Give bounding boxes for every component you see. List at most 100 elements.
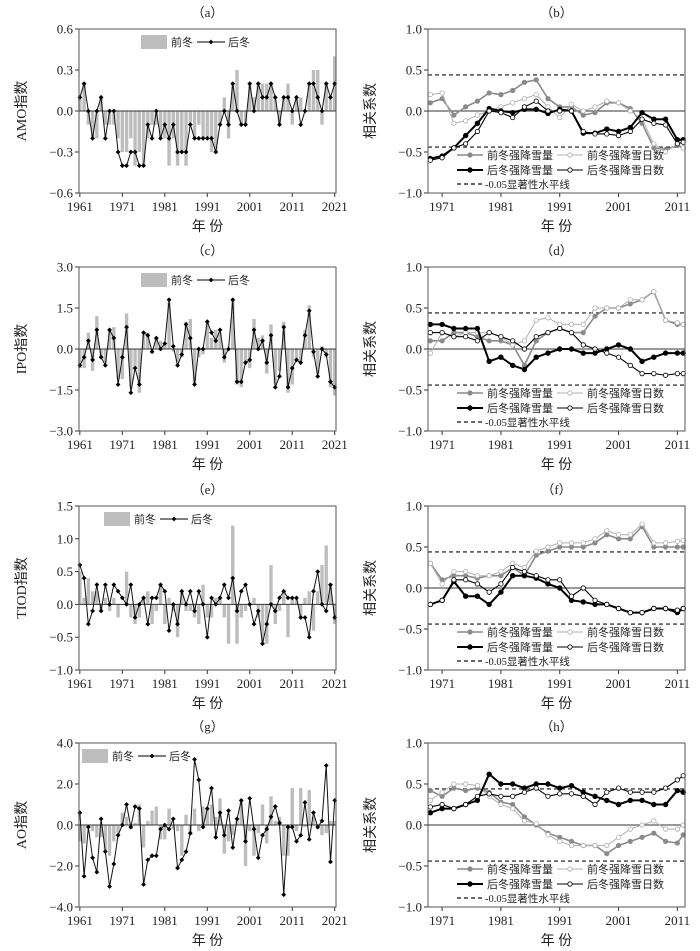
point-后冬 (302, 332, 308, 338)
bar-前冬 (175, 349, 180, 363)
bar-前冬 (235, 349, 239, 385)
point-后冬强降雪量 (580, 350, 586, 356)
panel-title: （c） (192, 243, 224, 258)
legend-label: 前冬 (171, 35, 193, 49)
point-后冬 (243, 122, 248, 128)
bar-前冬 (269, 796, 273, 825)
point-后冬 (230, 297, 236, 303)
point-后冬强降雪日数 (545, 577, 551, 583)
x-tick-label: 1981 (152, 437, 178, 452)
legend-label: 后冬强降雪日数 (587, 401, 664, 415)
y-tick-label: −0.5 (398, 622, 422, 637)
point-后冬 (162, 822, 168, 828)
point-后冬 (306, 634, 312, 640)
bar-前冬 (316, 591, 320, 605)
point-后冬 (90, 135, 95, 141)
point-后冬 (175, 865, 180, 871)
legend-label: 后冬 (228, 35, 250, 49)
legend-swatch-bar (141, 273, 167, 287)
bar-前冬 (205, 808, 209, 825)
bar-前冬 (120, 111, 125, 152)
y-axis-label: 相关系数 (363, 797, 379, 853)
point-后冬 (183, 149, 189, 155)
x-tick-label: 1971 (429, 676, 455, 691)
x-tick-label: 2011 (665, 913, 691, 928)
point-前冬强降雪量 (627, 838, 633, 845)
point-后冬 (124, 324, 129, 330)
bar-前冬 (163, 825, 167, 840)
bar-前冬 (201, 584, 205, 605)
point-后冬 (115, 382, 121, 387)
point-后冬强降雪日数 (592, 597, 598, 603)
x-tick-label: 1991 (194, 437, 220, 452)
bar-前冬 (243, 111, 248, 125)
bar-前冬 (78, 825, 82, 842)
point-后冬 (141, 163, 146, 169)
bar-前冬 (239, 800, 243, 825)
bar-前冬 (333, 349, 337, 396)
bar-前冬 (197, 825, 201, 832)
point-后冬强降雪日数 (463, 334, 469, 340)
point-后冬 (311, 81, 316, 87)
point-后冬强降雪量 (427, 810, 434, 816)
bar-前冬 (324, 83, 328, 111)
bar-前冬 (311, 816, 316, 825)
point-后冬强降雪日数 (627, 789, 633, 795)
bar-前冬 (180, 825, 184, 856)
point-后冬强降雪量 (486, 771, 492, 777)
point-后冬强降雪日数 (568, 108, 575, 114)
point-后冬 (162, 122, 168, 128)
point-后冬 (149, 135, 155, 141)
point-前冬强降雪日数 (604, 842, 610, 849)
bar-前冬 (82, 83, 86, 111)
point-后冬强降雪量 (557, 346, 563, 352)
point-后冬 (128, 824, 134, 830)
point-后冬 (166, 628, 172, 634)
point-后冬 (136, 602, 142, 607)
point-后冬强降雪日数 (521, 104, 528, 110)
point-后冬强降雪量 (680, 789, 686, 795)
legend-marker (467, 881, 473, 887)
bar-前冬 (124, 816, 129, 825)
point-后冬 (111, 335, 117, 341)
bar-前冬 (333, 820, 337, 825)
point-后冬强降雪量 (474, 120, 481, 126)
bar-前冬 (103, 111, 108, 125)
point-后冬强降雪日数 (639, 116, 645, 122)
bar-前冬 (175, 825, 180, 832)
bar-前冬 (307, 790, 311, 825)
point-后冬强降雪量 (486, 601, 492, 608)
line-前冬强降雪量 (430, 787, 684, 855)
point-后冬 (141, 595, 146, 601)
x-axis-label: 年 份 (192, 933, 224, 949)
point-后冬 (277, 373, 282, 379)
bar-前冬 (120, 349, 125, 380)
point-后冬 (285, 384, 291, 390)
point-后冬强降雪日数 (662, 372, 669, 378)
bar-前冬 (95, 825, 99, 838)
bar-前冬 (252, 318, 256, 349)
point-后冬 (234, 108, 240, 114)
point-后冬 (213, 602, 219, 607)
panel-title: （e） (192, 482, 224, 497)
bar-前冬 (239, 604, 243, 618)
bar-前冬 (235, 604, 239, 644)
point-后冬 (115, 149, 121, 155)
x-tick-label: 1981 (488, 199, 514, 214)
point-后冬强降雪日数 (474, 581, 481, 587)
bar-前冬 (218, 332, 222, 349)
point-后冬 (98, 354, 104, 360)
point-后冬 (289, 595, 295, 601)
x-tick-label: 2001 (237, 676, 263, 691)
x-tick-label: 1991 (547, 913, 573, 928)
legend-marker (467, 644, 473, 650)
bar-前冬 (231, 83, 235, 111)
legend-label: 前冬强降雪日数 (587, 148, 664, 162)
point-前冬强降雪量 (651, 830, 657, 836)
point-后冬 (260, 832, 265, 838)
point-后冬强降雪日数 (463, 141, 469, 147)
point-后冬强降雪日数 (557, 108, 563, 114)
point-后冬强降雪量 (498, 781, 504, 787)
point-后冬 (277, 595, 282, 601)
